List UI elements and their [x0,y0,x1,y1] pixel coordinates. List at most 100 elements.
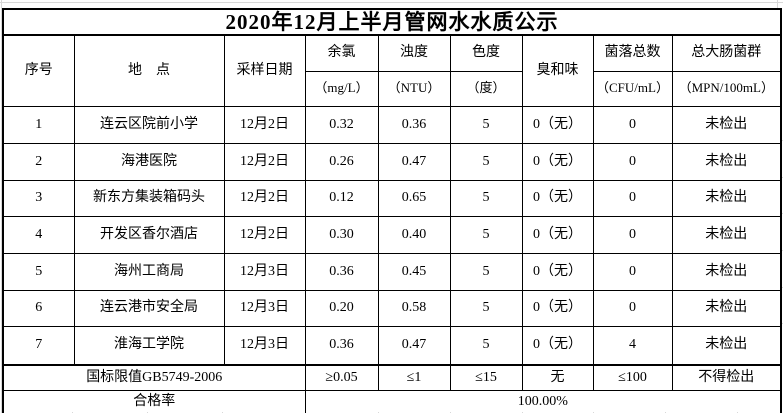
cell-odor: 0（无） [521,289,594,327]
header-residual-chlorine: 余氯 [304,34,379,72]
cell-turbidity: 0.65 [377,179,451,217]
cell-coliform: 未检出 [671,252,782,291]
unit-colony-count: （CFU/mL） [592,70,673,107]
cell-residual-chlorine: 0.12 [304,179,379,217]
cell-odor: 0（无） [521,179,594,217]
table-row: 3 新东方集装箱码头 12月2日 0.12 0.65 5 0（无） 0 未检出 [2,179,782,217]
unit-coliform: （MPN/100mL） [671,70,782,107]
cell-location: 连云港市安全局 [73,289,225,327]
cell-no: 7 [2,325,75,366]
standard-turbidity: ≤1 [377,364,451,391]
cell-turbidity: 0.47 [377,142,451,181]
cell-coliform: 未检出 [671,105,782,144]
cell-turbidity: 0.40 [377,215,451,254]
cell-location: 淮海工学院 [73,325,225,366]
pass-rate-row: 合格率 100.00% [2,389,782,413]
standard-odor: 无 [521,364,594,391]
cell-colony-count: 4 [592,325,673,366]
cell-turbidity: 0.36 [377,105,451,144]
table-row: 2 海港医院 12月2日 0.26 0.47 5 0（无） 0 未检出 [2,142,782,181]
cell-colony-count: 0 [592,142,673,181]
cell-colony-count: 0 [592,215,673,254]
cell-turbidity: 0.58 [377,289,451,327]
cell-color: 5 [449,105,523,144]
table-row: 7 淮海工学院 12月3日 0.36 0.47 5 0（无） 4 未检出 [2,325,782,366]
water-quality-table: 2020年12月上半月管网水水质公示 序号 地 点 采样日期 余氯 浊度 色度 … [2,8,783,413]
cell-coliform: 未检出 [671,179,782,217]
standard-residual-chlorine: ≥0.05 [304,364,379,391]
cell-location: 开发区香尔酒店 [73,215,225,254]
standard-colony-count: ≤100 [592,364,673,391]
cell-residual-chlorine: 0.32 [304,105,379,144]
standard-color: ≤15 [449,364,523,391]
unit-turbidity: （NTU） [377,70,451,107]
cell-coliform: 未检出 [671,325,782,366]
cell-location: 连云区院前小学 [73,105,225,144]
table-row: 1 连云区院前小学 12月2日 0.32 0.36 5 0（无） 0 未检出 [2,105,782,144]
cell-no: 6 [2,289,75,327]
cell-no: 5 [2,252,75,291]
table-row: 6 连云港市安全局 12月3日 0.20 0.58 5 0（无） 0 未检出 [2,289,782,327]
header-no: 序号 [2,34,75,107]
cell-date: 12月2日 [223,142,306,181]
cell-location: 新东方集装箱码头 [73,179,225,217]
cell-colony-count: 0 [592,252,673,291]
cell-date: 12月3日 [223,325,306,366]
standard-limit-label: 国标限值GB5749-2006 [2,364,306,391]
cell-colony-count: 0 [592,289,673,327]
header-odor: 臭和味 [521,34,594,107]
cell-location: 海港医院 [73,142,225,181]
cell-no: 2 [2,142,75,181]
gridline-right-col [777,0,778,8]
cell-date: 12月3日 [223,252,306,291]
cell-color: 5 [449,289,523,327]
cell-color: 5 [449,325,523,366]
header-date: 采样日期 [223,34,306,107]
pass-rate-label: 合格率 [2,389,306,413]
standard-limit-row: 国标限值GB5749-2006 ≥0.05 ≤1 ≤15 无 ≤100 不得检出 [2,364,782,391]
pass-rate-value: 100.00% [304,389,782,413]
table-row: 4 开发区香尔酒店 12月2日 0.30 0.40 5 0（无） 0 未检出 [2,215,782,254]
cell-color: 5 [449,179,523,217]
cell-odor: 0（无） [521,215,594,254]
cell-color: 5 [449,142,523,181]
cell-odor: 0（无） [521,252,594,291]
cell-odor: 0（无） [521,105,594,144]
header-coliform: 总大肠菌群 [671,34,782,72]
gridline-left [1,0,2,413]
header-color: 色度 [449,34,523,72]
cell-no: 3 [2,179,75,217]
cell-residual-chlorine: 0.20 [304,289,379,327]
header-location: 地 点 [73,34,225,107]
cell-coliform: 未检出 [671,289,782,327]
unit-color: （度） [449,70,523,107]
cell-date: 12月2日 [223,105,306,144]
cell-coliform: 未检出 [671,142,782,181]
header-turbidity: 浊度 [377,34,451,72]
cell-color: 5 [449,215,523,254]
unit-residual-chlorine: （mg/L） [304,70,379,107]
cell-date: 12月2日 [223,179,306,217]
cell-no: 1 [2,105,75,144]
cell-colony-count: 0 [592,179,673,217]
cell-residual-chlorine: 0.26 [304,142,379,181]
cell-residual-chlorine: 0.36 [304,325,379,366]
cell-residual-chlorine: 0.30 [304,215,379,254]
cell-odor: 0（无） [521,325,594,366]
cell-colony-count: 0 [592,105,673,144]
gridline-top [0,2,783,3]
cell-turbidity: 0.47 [377,325,451,366]
cell-color: 5 [449,252,523,291]
table-row: 5 海州工商局 12月3日 0.36 0.45 5 0（无） 0 未检出 [2,252,782,291]
cell-no: 4 [2,215,75,254]
page-title: 2020年12月上半月管网水水质公示 [2,8,782,37]
cell-residual-chlorine: 0.36 [304,252,379,291]
cell-turbidity: 0.45 [377,252,451,291]
standard-coliform: 不得检出 [671,364,782,391]
cell-location: 海州工商局 [73,252,225,291]
header-colony-count: 菌落总数 [592,34,673,72]
cell-odor: 0（无） [521,142,594,181]
cell-date: 12月3日 [223,289,306,327]
cell-date: 12月2日 [223,215,306,254]
